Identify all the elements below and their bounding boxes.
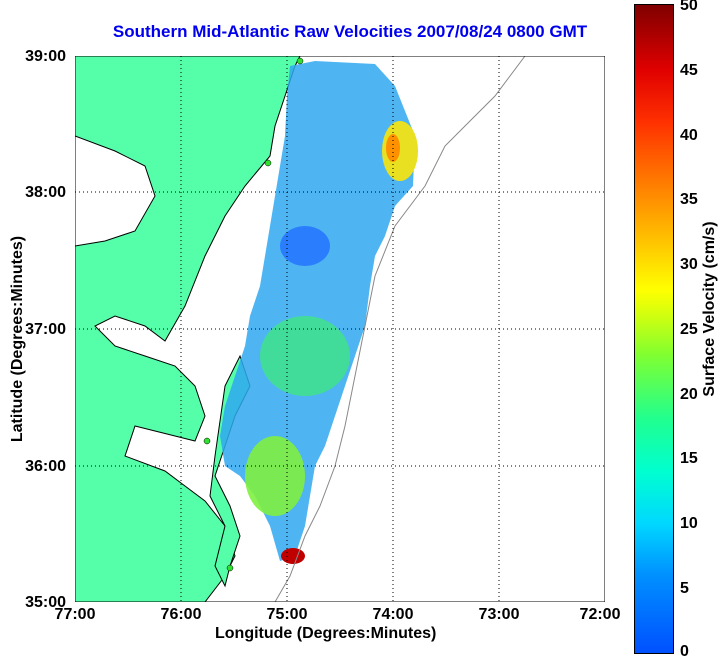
x-tick: 76:00 [160, 606, 202, 623]
velocity-map [75, 56, 605, 602]
y-tick: 38:00 [25, 184, 66, 201]
x-tick: 77:00 [54, 606, 96, 623]
colorbar-title: Surface Velocity (cm/s) [701, 221, 718, 397]
colorbar-tick: 5 [680, 580, 689, 597]
colorbar-tick: 20 [680, 386, 698, 403]
coverage [220, 61, 418, 564]
chart-title: Southern Mid-Atlantic Raw Velocities 200… [112, 22, 588, 41]
colorbar-tick: 0 [680, 643, 689, 660]
x-tick: 75:00 [266, 606, 308, 623]
x-axis-title: Longitude (Degrees:Minutes) [215, 625, 437, 642]
colorbar-tick: 10 [680, 515, 698, 532]
x-tick: 73:00 [478, 606, 520, 623]
y-tick: 35:00 [25, 594, 66, 611]
y-axis-title: Latitude (Degrees:Minutes) [9, 235, 26, 443]
y-tick-labels: 39:00 38:00 37:00 36:00 35:00 [18, 48, 66, 612]
colorbar [634, 4, 674, 654]
y-tick: 36:00 [25, 458, 66, 475]
x-tick: 74:00 [372, 606, 414, 623]
colorbar-tick: 30 [680, 256, 698, 273]
radar-stations [203, 57, 304, 572]
colorbar-tick: 40 [680, 127, 698, 144]
colorbar-tick: 50 [680, 0, 698, 14]
colorbar-tick: 35 [680, 191, 698, 208]
depth-contour [274, 56, 526, 602]
colorbar-tick: 45 [680, 62, 698, 79]
colorbar-tick: 15 [680, 450, 698, 467]
colorbar-tick: 25 [680, 321, 698, 338]
x-tick: 72:00 [579, 606, 621, 623]
y-tick: 37:00 [25, 321, 66, 338]
grid [75, 56, 605, 602]
y-tick: 39:00 [25, 48, 66, 65]
